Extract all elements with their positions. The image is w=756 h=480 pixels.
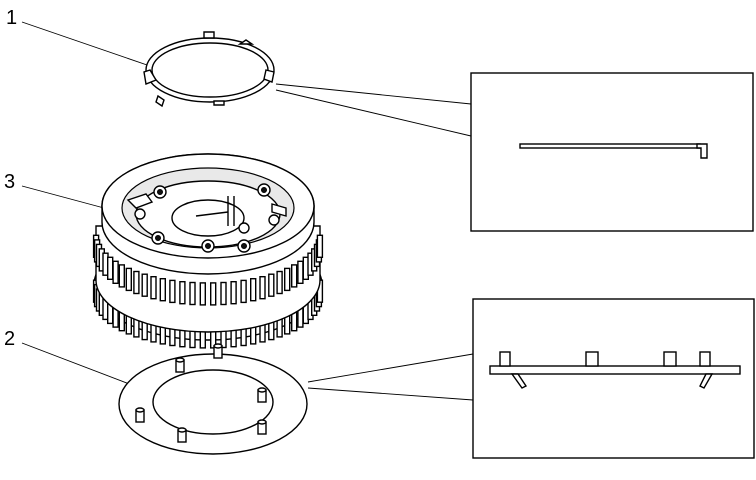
leader-line-3 — [21, 185, 105, 209]
detail-box-ring-section — [470, 72, 754, 232]
gear-tooth — [316, 234, 324, 259]
dowel-pin-top — [175, 357, 185, 363]
gear-tooth — [118, 264, 126, 288]
gear-tooth — [199, 282, 207, 306]
callout-label-3: 3 — [4, 171, 16, 193]
detail-box-plate-section — [472, 298, 755, 459]
part-1-retaining-ring — [143, 31, 275, 108]
callout-label-2: 2 — [4, 328, 16, 350]
gear-tooth — [159, 278, 167, 302]
gear-tooth — [150, 276, 157, 300]
dowel-pin-top — [135, 407, 145, 413]
gear-tooth — [179, 281, 186, 305]
gear-tooth — [209, 282, 217, 306]
zoom-line-upper-1 — [275, 83, 472, 105]
zoom-line-lower-2 — [307, 387, 474, 401]
callout-label-1: 1 — [6, 7, 18, 29]
dowel-pin-top — [177, 427, 187, 433]
gear-tooth — [276, 270, 283, 295]
dowel-pin-top — [257, 387, 267, 393]
gear-tooth — [291, 264, 298, 288]
gear-tooth — [259, 276, 266, 300]
dowel-pin-top — [257, 419, 267, 425]
leader-line-1 — [21, 21, 151, 67]
gear-tooth — [249, 278, 257, 302]
part-3-gear-housing — [92, 153, 324, 349]
gear-tooth — [125, 267, 133, 292]
gear-tooth — [133, 270, 140, 295]
leader-line-2 — [21, 342, 133, 386]
gear-tooth — [220, 281, 227, 306]
gear-tooth — [106, 256, 114, 280]
gear-tooth — [268, 273, 275, 297]
zoom-line-upper-2 — [307, 353, 474, 383]
zoom-line-lower-1 — [275, 89, 472, 137]
gear-tooth — [230, 281, 237, 305]
part-2-thrust-plate — [118, 343, 308, 455]
gear-tooth — [297, 260, 304, 284]
gear-tooth — [284, 267, 291, 292]
gear-tooth — [189, 281, 196, 306]
gear-tooth — [169, 279, 176, 304]
gear-tooth — [141, 273, 148, 297]
dowel-pin-top — [213, 343, 223, 349]
gear-tooth — [112, 260, 119, 284]
gear-tooth — [240, 279, 247, 304]
